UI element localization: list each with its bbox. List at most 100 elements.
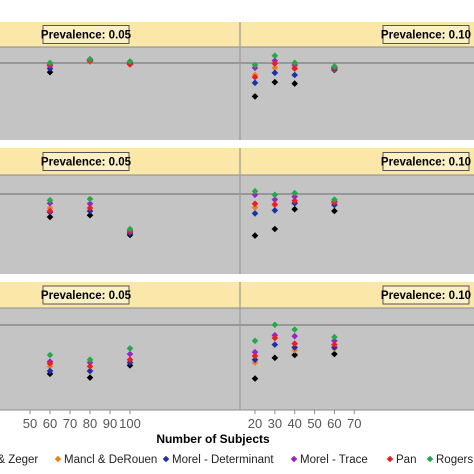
- x-axis: 50 60 70 80 90 100 20 30 40 50 60 70: [0, 409, 474, 431]
- prevalence-label: Prevalence: 0.10: [381, 157, 471, 169]
- panel-plot-area: [0, 308, 474, 410]
- data-point: [251, 93, 259, 100]
- data-point: [251, 61, 259, 69]
- data-point: [291, 205, 298, 213]
- data-point: [331, 207, 338, 215]
- data-point: [271, 354, 279, 362]
- data-point: [291, 326, 298, 333]
- prevalence-label: Prevalence: 0.05: [41, 30, 132, 42]
- data-point: [86, 211, 94, 219]
- legend-label: Morel - Trace: [300, 454, 368, 466]
- data-point: [271, 341, 279, 348]
- prevalence-label-box: [382, 25, 470, 44]
- legend-label: Pan: [396, 454, 416, 466]
- data-point: [331, 333, 338, 341]
- legend-marker: [426, 455, 434, 463]
- data-point: [46, 59, 54, 67]
- x-tick-label: 40: [287, 416, 301, 431]
- data-point: [251, 348, 259, 356]
- data-point: [271, 321, 279, 329]
- data-point: [291, 189, 298, 197]
- x-tick-label: 70: [63, 416, 77, 431]
- data-point: [251, 352, 259, 360]
- data-point: [291, 80, 298, 87]
- x-tick-label: 60: [43, 416, 57, 431]
- data-point: [251, 204, 259, 211]
- data-point: [291, 193, 298, 200]
- legend-marker: [290, 455, 298, 463]
- data-point: [331, 350, 338, 358]
- legend-label: Mancl & DeRouen: [64, 454, 157, 466]
- data-points: [46, 52, 338, 382]
- prevalence-label: Prevalence: 0.05: [41, 157, 132, 169]
- data-point: [126, 225, 134, 233]
- data-point: [271, 60, 279, 67]
- data-point: [291, 59, 298, 67]
- data-point: [86, 200, 94, 208]
- data-point: [271, 334, 279, 342]
- x-tick-label: 60: [327, 416, 341, 431]
- x-tick-label: 70: [347, 416, 361, 431]
- x-tick-label: 90: [103, 416, 117, 431]
- data-point: [291, 332, 298, 340]
- data-point: [86, 363, 94, 370]
- prevalence-label-box: [382, 285, 470, 305]
- data-point: [86, 356, 94, 364]
- data-point: [331, 196, 338, 203]
- data-point: [271, 52, 279, 60]
- panel-labels: Prevalence: 0.05 Prevalence: 0.10 Prevalen…: [41, 25, 471, 305]
- prevalence-label-box: [42, 152, 130, 171]
- data-point: [46, 360, 54, 367]
- x-tick-label: 100: [119, 416, 141, 431]
- data-point: [251, 191, 259, 199]
- legend-label: Rogers & Stone: [436, 454, 474, 466]
- data-point: [331, 63, 338, 70]
- x-tick-label: 80: [83, 416, 97, 431]
- legend-label: Morel - Determinant: [172, 454, 274, 466]
- legend-marker: [162, 455, 170, 463]
- panel-backgrounds: [0, 22, 474, 410]
- data-point: [86, 374, 94, 381]
- legend-marker: [386, 455, 394, 463]
- panel-plot-area: [0, 175, 474, 274]
- prevalence-label: Prevalence: 0.10: [381, 30, 471, 42]
- data-point: [291, 71, 298, 79]
- data-point: [331, 337, 338, 345]
- data-point: [46, 351, 54, 359]
- x-axis-title: Number of Subjects: [156, 432, 270, 446]
- prevalence-label-box: [42, 285, 130, 305]
- data-point: [251, 337, 259, 345]
- prevalence-label: Prevalence: 0.10: [381, 290, 471, 302]
- x-tick-label: 50: [23, 416, 37, 431]
- data-point: [126, 58, 134, 65]
- data-point: [271, 207, 279, 214]
- data-point: [251, 232, 259, 239]
- x-tick-label: 30: [268, 416, 282, 431]
- data-point: [271, 225, 279, 233]
- data-point: [271, 196, 279, 203]
- data-point: [86, 204, 94, 212]
- data-point: [126, 356, 134, 364]
- data-point: [251, 200, 259, 208]
- data-point: [251, 210, 259, 217]
- data-point: [251, 187, 259, 195]
- x-tick-label: 20: [248, 416, 262, 431]
- data-point: [251, 73, 259, 81]
- legend-marker: [54, 455, 62, 463]
- data-point: [46, 213, 54, 221]
- data-point: [86, 55, 94, 63]
- data-point: [46, 196, 54, 204]
- x-tick-label: 50: [307, 416, 321, 431]
- data-point: [291, 344, 298, 351]
- data-point: [86, 195, 94, 203]
- data-point: [86, 367, 94, 375]
- data-point: [291, 351, 298, 359]
- prevalence-label-box: [382, 152, 470, 171]
- data-point: [126, 345, 134, 352]
- data-point: [291, 65, 298, 72]
- data-point: [271, 78, 279, 86]
- legend: Liang & Zeger Mancl & DeRouen Morel - Dete…: [0, 454, 474, 466]
- data-point: [126, 350, 134, 358]
- data-point: [331, 341, 338, 348]
